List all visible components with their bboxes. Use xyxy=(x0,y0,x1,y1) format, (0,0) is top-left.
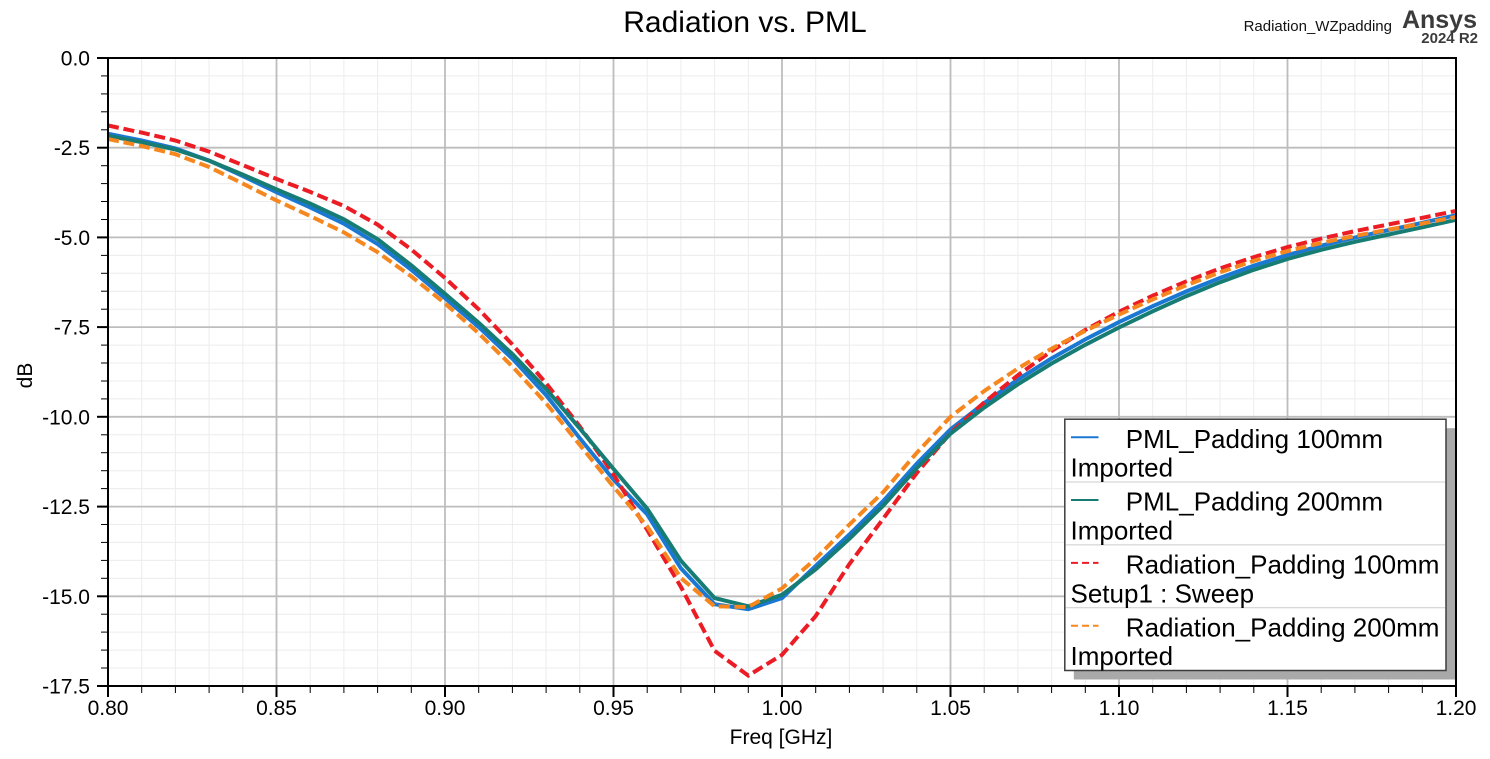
svg-text:-2.5: -2.5 xyxy=(54,137,90,160)
svg-text:Setup1 : Sweep: Setup1 : Sweep xyxy=(1071,578,1255,608)
svg-text:-5.0: -5.0 xyxy=(54,227,90,250)
svg-text:Freq [GHz]: Freq [GHz] xyxy=(730,726,833,749)
svg-text:Ansys: Ansys xyxy=(1402,6,1477,34)
svg-text:Radiation_Padding 100mm: Radiation_Padding 100mm xyxy=(1126,550,1440,580)
svg-text:-7.5: -7.5 xyxy=(54,317,90,340)
svg-text:1.05: 1.05 xyxy=(930,697,971,720)
svg-text:Imported: Imported xyxy=(1071,516,1174,546)
svg-text:Imported: Imported xyxy=(1071,453,1174,483)
svg-text:1.20: 1.20 xyxy=(1436,697,1477,720)
svg-text:0.90: 0.90 xyxy=(425,697,466,720)
svg-text:0.85: 0.85 xyxy=(256,697,297,720)
svg-text:-15.0: -15.0 xyxy=(42,586,90,609)
svg-text:0.80: 0.80 xyxy=(88,697,129,720)
svg-text:Radiation_WZpadding: Radiation_WZpadding xyxy=(1244,18,1392,35)
svg-text:-17.5: -17.5 xyxy=(42,676,90,699)
svg-text:0.95: 0.95 xyxy=(593,697,634,720)
svg-text:0.0: 0.0 xyxy=(61,48,90,71)
svg-text:Radiation_Padding 200mm: Radiation_Padding 200mm xyxy=(1126,612,1440,642)
svg-text:2024 R2: 2024 R2 xyxy=(1421,30,1478,47)
svg-text:Radiation vs. PML: Radiation vs. PML xyxy=(623,6,866,39)
svg-text:PML_Padding 200mm: PML_Padding 200mm xyxy=(1126,487,1383,517)
svg-text:-10.0: -10.0 xyxy=(42,406,90,429)
svg-text:1.00: 1.00 xyxy=(762,697,803,720)
svg-text:dB: dB xyxy=(14,363,37,389)
svg-text:Imported: Imported xyxy=(1071,641,1174,671)
svg-text:PML_Padding 100mm: PML_Padding 100mm xyxy=(1126,424,1383,454)
svg-text:1.10: 1.10 xyxy=(1099,697,1140,720)
svg-text:-12.5: -12.5 xyxy=(42,496,90,519)
svg-text:1.15: 1.15 xyxy=(1267,697,1308,720)
